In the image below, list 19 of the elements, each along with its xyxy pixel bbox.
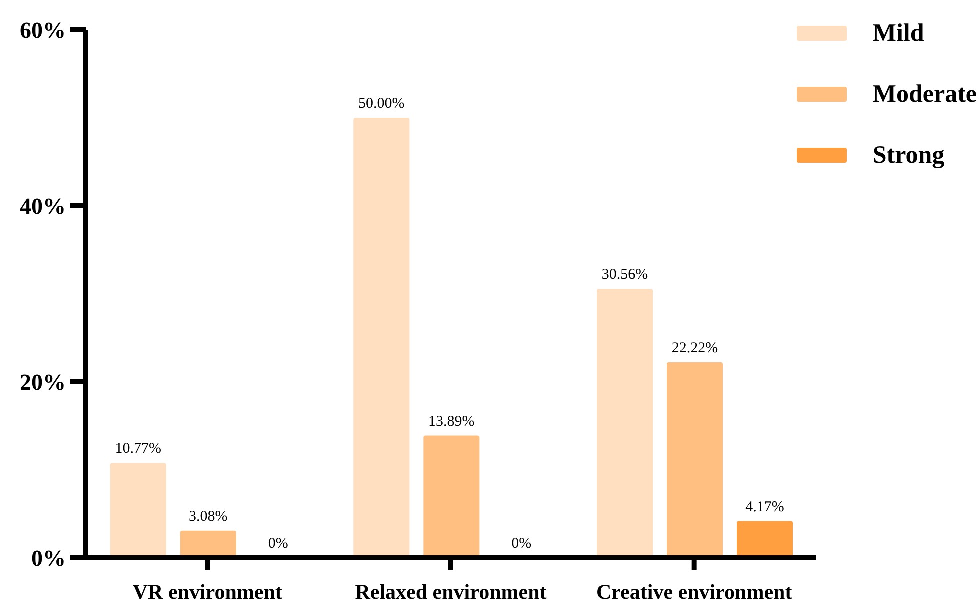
legend-label: Moderate [872, 80, 977, 108]
x-tick-label: Relaxed environment [355, 580, 547, 604]
data-label: 30.56% [602, 267, 648, 284]
data-label: 4.17% [746, 499, 784, 516]
y-tick-label: 0% [32, 546, 66, 572]
x-tick-label: Creative environment [596, 580, 792, 604]
x-tick-label: VR environment [132, 580, 282, 604]
y-tick-label: 60% [20, 18, 66, 44]
data-label: 0% [268, 536, 288, 552]
data-label: 0% [512, 536, 532, 552]
data-label: 3.08% [188, 508, 228, 525]
data-label: 10.77% [115, 441, 162, 458]
legend-label: Strong [872, 142, 945, 170]
y-tick-label: 20% [20, 370, 66, 396]
data-label: 13.89% [428, 414, 475, 430]
legend-label: Mild [872, 20, 924, 48]
y-tick-label: 40% [20, 194, 66, 220]
data-label: 22.22% [672, 340, 718, 356]
data-label: 50.00% [358, 96, 405, 112]
